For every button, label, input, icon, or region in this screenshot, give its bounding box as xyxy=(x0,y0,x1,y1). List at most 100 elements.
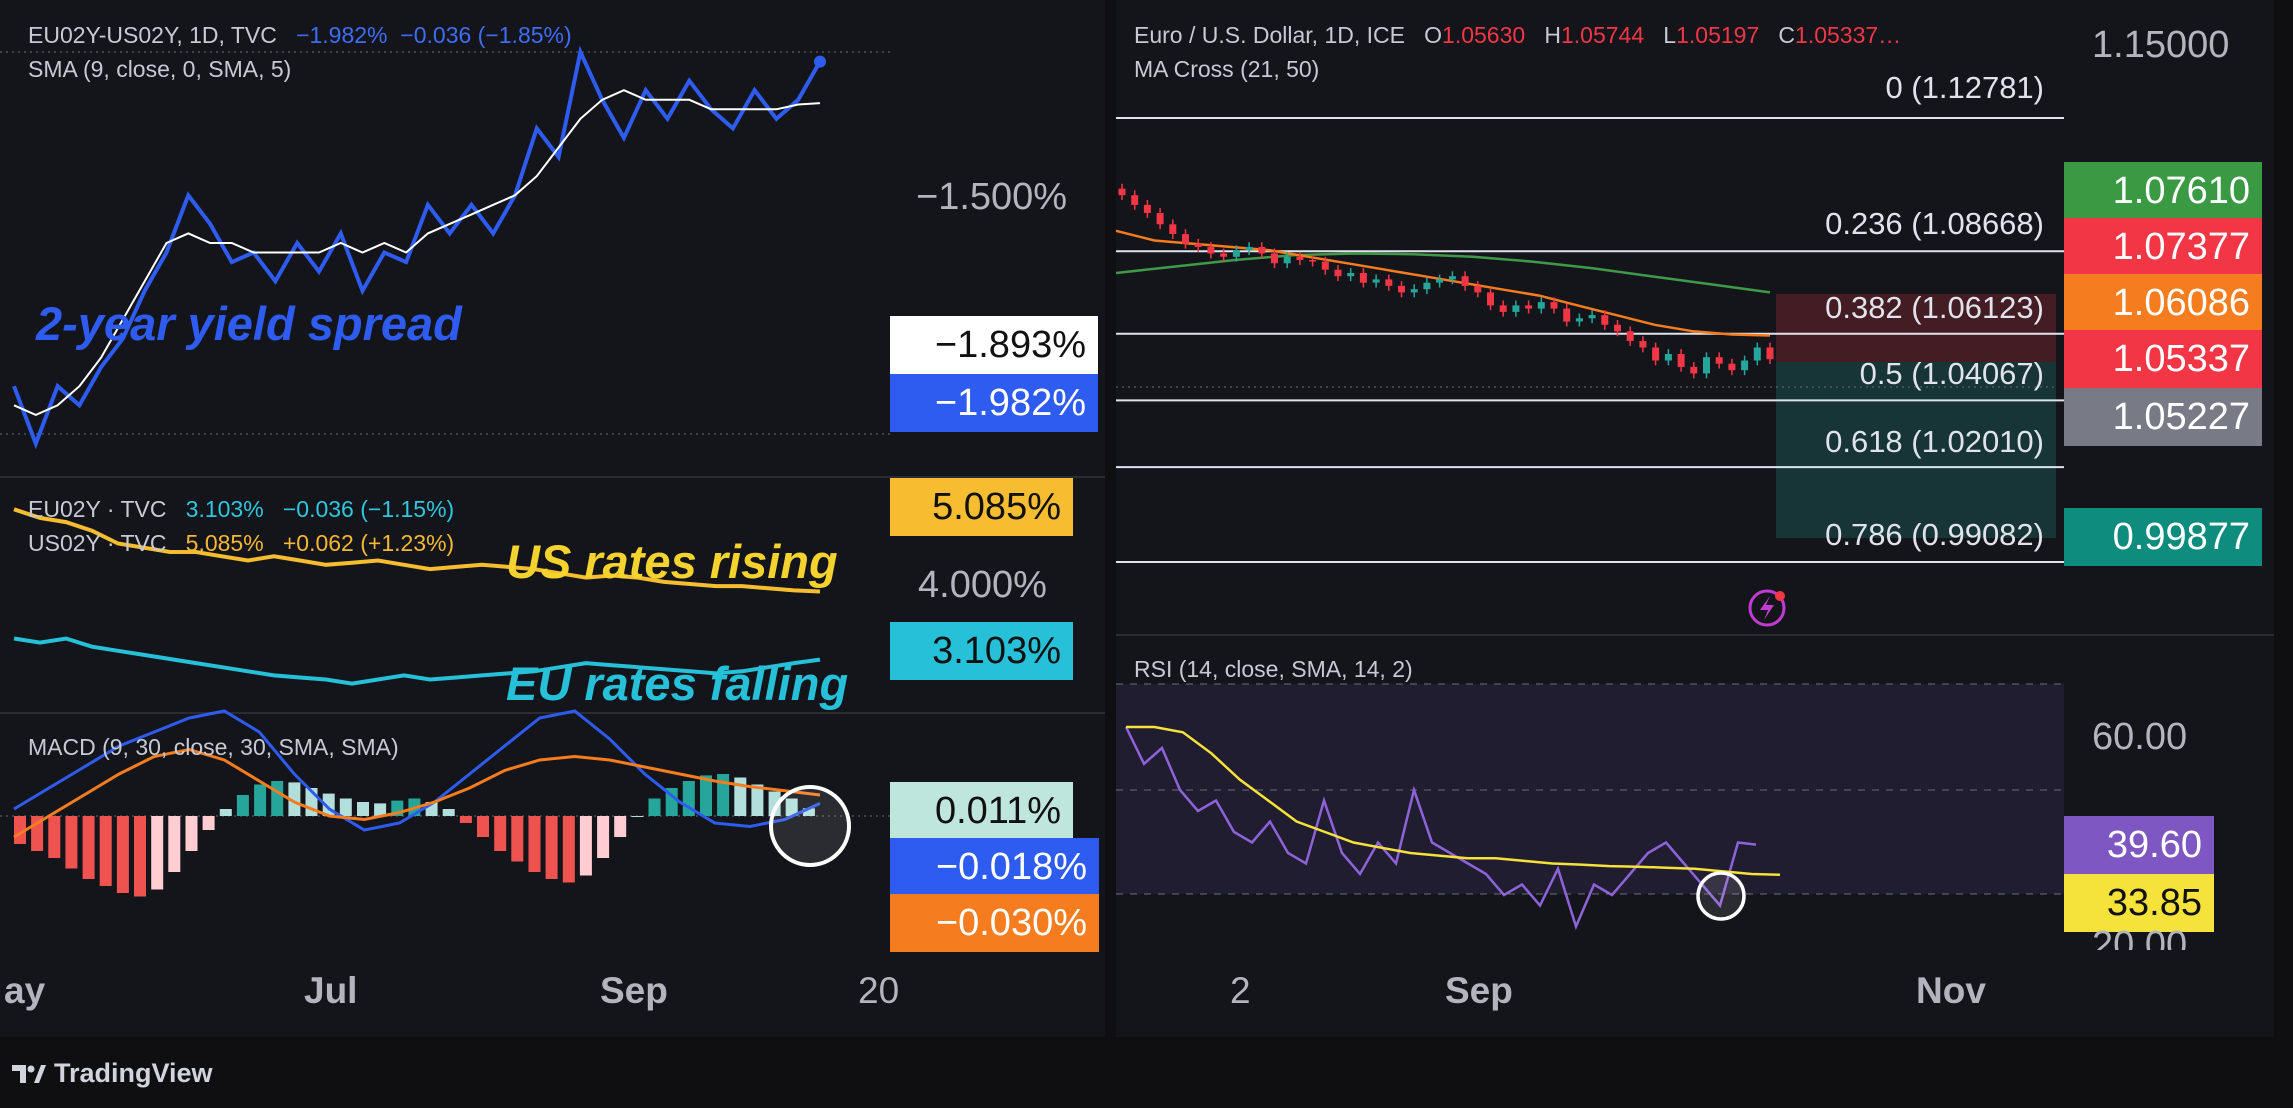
candle-body xyxy=(1563,308,1571,322)
candle-body xyxy=(1436,279,1444,283)
candle-body xyxy=(1575,318,1583,322)
macd-histogram-bar xyxy=(477,816,489,837)
left-x-tick: ay xyxy=(4,970,46,1011)
spread-last-dot xyxy=(814,55,826,68)
candle-body xyxy=(1741,360,1749,371)
spread-value: −1.982% xyxy=(296,22,388,48)
spread-sma-tag: −1.893% xyxy=(890,316,1098,374)
macd-histogram-bar xyxy=(785,798,798,816)
macd-histogram-bar xyxy=(717,774,730,816)
us02y-tag: 5.085% xyxy=(890,478,1073,536)
price-candles xyxy=(1118,183,1774,379)
right-chart-panel[interactable]: Euro / U.S. Dollar, 1D, ICE O1.05630 H1.… xyxy=(1115,0,2274,1037)
candle-body xyxy=(1664,354,1672,361)
candle-body xyxy=(1728,363,1736,371)
macd-histogram-bar xyxy=(168,816,181,872)
spread-pane xyxy=(0,45,890,450)
left-chart-panel[interactable]: EU02Y-US02Y, 1D, TVC −1.982% −0.036 (−1.… xyxy=(0,0,1105,1037)
rsi-tag: 39.60 xyxy=(2064,816,2214,874)
spread-change: −0.036 (−1.85%) xyxy=(400,22,572,48)
fib-label-236: 0.236 (1.08668) xyxy=(1825,206,2044,241)
candle-body xyxy=(1614,324,1621,332)
macd-histogram-bar xyxy=(528,816,541,872)
candle-body xyxy=(1398,285,1405,293)
us02y-symbol: US02Y · TVC xyxy=(28,530,167,556)
spread-legend: EU02Y-US02Y, 1D, TVC −1.982% −0.036 (−1.… xyxy=(28,22,572,49)
macd-histogram-bar xyxy=(459,816,472,823)
candle-body xyxy=(1169,224,1177,234)
low-value: 1.05197 xyxy=(1676,22,1760,48)
us-rates-annotation: US rates rising xyxy=(506,535,838,588)
open-label: O xyxy=(1424,22,1443,48)
fib-zone-red xyxy=(1776,294,2056,362)
macd-histogram-bar xyxy=(614,816,627,837)
sma-legend: SMA (9, close, 0, SMA, 5) xyxy=(28,56,292,82)
macd-signal-line xyxy=(13,747,821,839)
macd-histogram-bar xyxy=(288,782,301,816)
candle-body xyxy=(1448,276,1456,280)
alert-icon[interactable] xyxy=(1748,589,1786,627)
candle-body xyxy=(1207,247,1215,254)
fib-lines xyxy=(1116,117,2064,563)
macd-histogram-bar xyxy=(65,816,78,869)
candle-body xyxy=(1766,347,1774,360)
candle-body xyxy=(1283,256,1291,264)
candle-body xyxy=(1639,341,1647,348)
spread-value-tag: −1.982% xyxy=(890,374,1098,432)
macd-histogram-bar xyxy=(202,816,215,830)
candle-body xyxy=(1131,195,1139,205)
macd-histogram-bar xyxy=(802,808,815,816)
macd-histogram-bar xyxy=(134,816,146,897)
macd-histogram-bar xyxy=(31,816,44,851)
spread-sma-line xyxy=(13,89,821,416)
macd-signal-tag: −0.030% xyxy=(890,894,1099,952)
macd-histogram-bar xyxy=(648,798,661,816)
macd-line xyxy=(13,709,821,832)
candle-body xyxy=(1372,279,1380,283)
eu02y-line xyxy=(13,636,821,686)
price-tag-ma-fast: 1.06086 xyxy=(2064,274,2262,332)
candle-body xyxy=(1550,302,1558,309)
macd-histogram-bar xyxy=(597,816,610,858)
rsi-line xyxy=(1124,726,1757,931)
macd-histogram-bar xyxy=(374,803,387,816)
right-x-tick: Sep xyxy=(1445,970,1513,1011)
candle-body xyxy=(1715,357,1723,364)
price-pane xyxy=(1115,117,2064,627)
candle-body xyxy=(1359,273,1367,283)
pane-separator xyxy=(0,476,1105,478)
rates-pane xyxy=(13,507,821,686)
macd-histogram-bar xyxy=(219,809,232,816)
rsi-axis-lower: 20.00 xyxy=(2092,928,2188,950)
tradingview-brand: TradingView xyxy=(54,1058,213,1088)
price-tag-fib: 0.99877 xyxy=(2064,508,2262,566)
candle-body xyxy=(1334,269,1342,277)
macd-histogram-bar xyxy=(768,791,781,816)
candle-body xyxy=(1194,243,1202,247)
macd-histogram-bar xyxy=(631,816,644,817)
close-label: C xyxy=(1778,22,1796,48)
candle-body xyxy=(1296,256,1304,260)
candle-body xyxy=(1690,366,1698,374)
fib-label-786: 0.786 (0.99082) xyxy=(1825,517,2044,552)
price-tag-close: 1.05337 xyxy=(2064,330,2262,388)
macd-histogram-bar xyxy=(734,777,747,816)
candle-body xyxy=(1487,292,1494,306)
price-axis-top: 1.15000 xyxy=(2092,24,2230,66)
macd-histogram-bar xyxy=(254,784,267,816)
spread-line xyxy=(12,45,822,450)
pane-separator xyxy=(1116,634,2274,636)
candle-body xyxy=(1423,282,1431,290)
tradingview-logo[interactable]: TradingView xyxy=(12,1058,213,1089)
macd-histogram-bar xyxy=(579,816,592,876)
rates-axis-label: 4.000% xyxy=(918,564,1047,606)
candle-body xyxy=(1156,213,1164,225)
macd-histogram-bar xyxy=(442,809,455,816)
rsi-highlight-circle xyxy=(1696,871,1746,921)
macd-histogram-bar xyxy=(511,816,524,862)
macd-histogram-bar xyxy=(271,781,284,816)
rsi-axis-clip: 20.00 xyxy=(2092,928,2187,950)
right-x-tick: 2 xyxy=(1230,970,1251,1011)
close-value: 1.05337… xyxy=(1795,22,1902,48)
macd-histogram-bar xyxy=(751,784,764,816)
